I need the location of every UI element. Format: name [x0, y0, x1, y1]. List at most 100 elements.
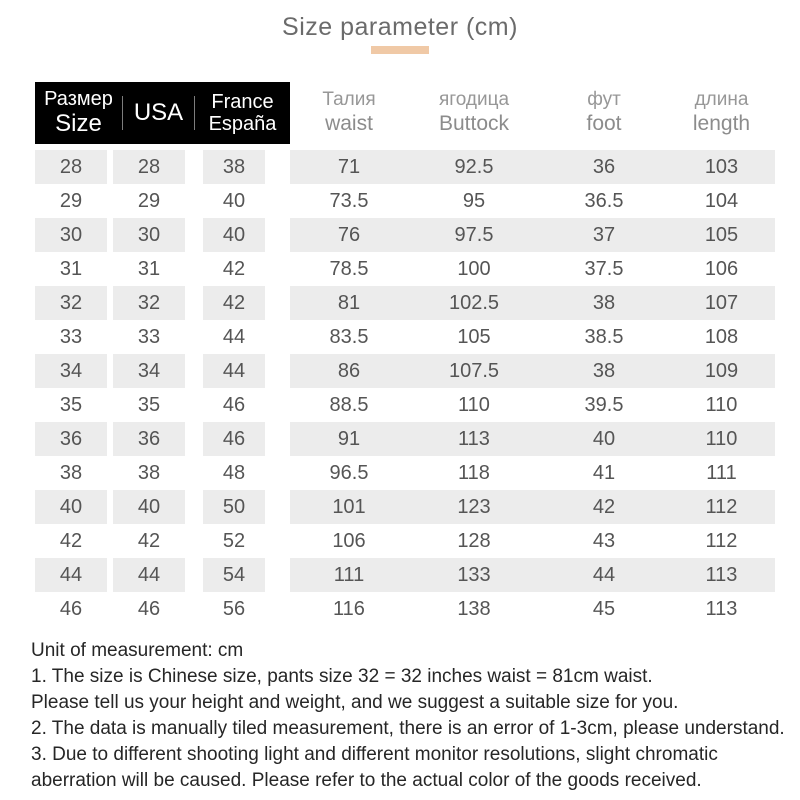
foot-cell: 37.5: [540, 252, 668, 286]
notes-section: Unit of measurement: cm 1. The size is C…: [31, 638, 786, 794]
length-cell: 113: [668, 558, 775, 592]
waist-cell: 106: [290, 524, 408, 558]
usa-cell: 32: [113, 286, 185, 320]
table-row: 33 33 44 83.5 105 38.5 108: [35, 320, 775, 354]
france-cell: 52: [203, 524, 265, 558]
foot-cell: 43: [540, 524, 668, 558]
france-cell: 46: [203, 388, 265, 422]
buttock-cell: 97.5: [408, 218, 540, 252]
waist-cell: 88.5: [290, 388, 408, 422]
header-cell-foot: фут foot: [540, 82, 668, 144]
foot-cell: 40: [540, 422, 668, 456]
foot-cell: 36: [540, 150, 668, 184]
france-cell: 40: [203, 184, 265, 218]
buttock-cell: 92.5: [408, 150, 540, 184]
buttock-cell: 107.5: [408, 354, 540, 388]
waist-cell: 91: [290, 422, 408, 456]
france-cell: 44: [203, 354, 265, 388]
waist-cell: 83.5: [290, 320, 408, 354]
page-title: Size parameter (cm): [282, 13, 518, 41]
foot-cell: 42: [540, 490, 668, 524]
length-cell: 105: [668, 218, 775, 252]
size-cell: 30: [35, 218, 107, 252]
length-cell: 112: [668, 524, 775, 558]
foot-cell: 45: [540, 592, 668, 626]
table-row: 36 36 46 91 113 40 110: [35, 422, 775, 456]
size-cell: 32: [35, 286, 107, 320]
table-row: 29 29 40 73.5 95 36.5 104: [35, 184, 775, 218]
note-line: aberration will be caused. Please refer …: [31, 770, 702, 791]
header-usa-label: USA: [133, 98, 184, 126]
buttock-cell: 95: [408, 184, 540, 218]
size-cell: 34: [35, 354, 107, 388]
buttock-cell: 133: [408, 558, 540, 592]
size-table: Размер Size USA France España Талия wais…: [35, 82, 775, 626]
length-cell: 103: [668, 150, 775, 184]
buttock-cell: 128: [408, 524, 540, 558]
france-cell: 54: [203, 558, 265, 592]
header-size-en: Size: [55, 109, 102, 137]
usa-cell: 29: [113, 184, 185, 218]
header-length-ru: длина: [694, 89, 749, 111]
waist-cell: 71: [290, 150, 408, 184]
header-black-panel: Размер Size USA France España: [35, 82, 290, 144]
length-cell: 104: [668, 184, 775, 218]
length-cell: 110: [668, 388, 775, 422]
size-cell: 36: [35, 422, 107, 456]
foot-cell: 41: [540, 456, 668, 490]
length-cell: 111: [668, 456, 775, 490]
note-line: 1. The size is Chinese size, pants size …: [31, 666, 653, 687]
table-body: 28 28 38 71 92.5 36 103 29 29 40 73.5 95…: [35, 150, 775, 626]
usa-cell: 28: [113, 150, 185, 184]
table-row: 32 32 42 81 102.5 38 107: [35, 286, 775, 320]
buttock-cell: 110: [408, 388, 540, 422]
table-row: 44 44 54 111 133 44 113: [35, 558, 775, 592]
waist-cell: 116: [290, 592, 408, 626]
foot-cell: 38.5: [540, 320, 668, 354]
header-cell-size: Размер Size: [35, 82, 122, 144]
france-cell: 48: [203, 456, 265, 490]
note-line: Unit of measurement: cm: [31, 640, 244, 661]
buttock-cell: 102.5: [408, 286, 540, 320]
size-cell: 35: [35, 388, 107, 422]
title-accent-bar: [371, 46, 429, 54]
table-row: 31 31 42 78.5 100 37.5 106: [35, 252, 775, 286]
france-cell: 42: [203, 286, 265, 320]
length-cell: 107: [668, 286, 775, 320]
usa-cell: 34: [113, 354, 185, 388]
france-cell: 46: [203, 422, 265, 456]
length-cell: 110: [668, 422, 775, 456]
usa-cell: 38: [113, 456, 185, 490]
buttock-cell: 138: [408, 592, 540, 626]
waist-cell: 76: [290, 218, 408, 252]
table-row: 35 35 46 88.5 110 39.5 110: [35, 388, 775, 422]
header-buttock-ru: ягодица: [438, 89, 510, 111]
table-row: 46 46 56 116 138 45 113: [35, 592, 775, 626]
waist-cell: 81: [290, 286, 408, 320]
france-cell: 42: [203, 252, 265, 286]
header-cell-length: длина length: [668, 82, 775, 144]
size-cell: 40: [35, 490, 107, 524]
table-row: 42 42 52 106 128 43 112: [35, 524, 775, 558]
length-cell: 109: [668, 354, 775, 388]
size-cell: 31: [35, 252, 107, 286]
waist-cell: 111: [290, 558, 408, 592]
waist-cell: 78.5: [290, 252, 408, 286]
length-cell: 106: [668, 252, 775, 286]
size-cell: 38: [35, 456, 107, 490]
note-line: 2. The data is manually tiled measuremen…: [31, 718, 785, 739]
length-cell: 108: [668, 320, 775, 354]
buttock-cell: 100: [408, 252, 540, 286]
header-length-en: length: [692, 111, 751, 135]
waist-cell: 73.5: [290, 184, 408, 218]
france-cell: 40: [203, 218, 265, 252]
foot-cell: 38: [540, 286, 668, 320]
foot-cell: 39.5: [540, 388, 668, 422]
header-cell-france: France España: [195, 82, 290, 144]
size-cell: 42: [35, 524, 107, 558]
header-france-label: France: [211, 90, 274, 113]
buttock-cell: 123: [408, 490, 540, 524]
size-cell: 44: [35, 558, 107, 592]
table-row: 30 30 40 76 97.5 37 105: [35, 218, 775, 252]
